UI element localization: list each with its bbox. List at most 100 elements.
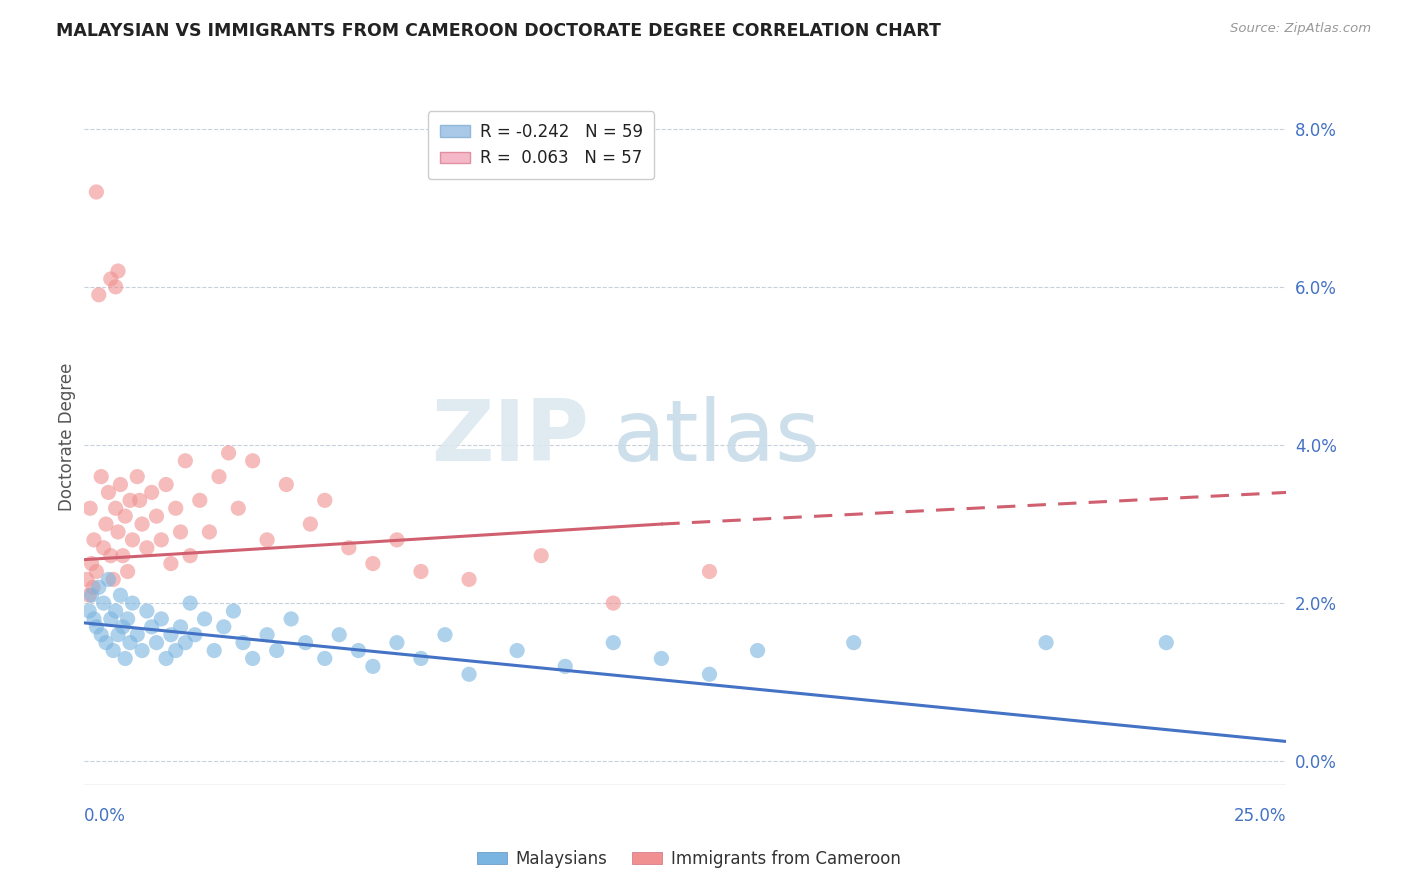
- Point: [299, 516, 322, 531]
- Point: [103, 573, 125, 587]
- Point: [114, 651, 136, 665]
- Point: [111, 620, 134, 634]
- Point: [458, 573, 481, 587]
- Point: [77, 604, 100, 618]
- Point: [145, 635, 167, 649]
- Point: [100, 549, 122, 563]
- Point: [194, 612, 217, 626]
- Point: [530, 549, 553, 563]
- Text: 25.0%: 25.0%: [1234, 807, 1286, 825]
- Point: [385, 635, 408, 649]
- Point: [83, 533, 105, 547]
- Point: [118, 635, 141, 649]
- Point: [76, 573, 98, 587]
- Point: [328, 628, 350, 642]
- Point: [107, 264, 129, 278]
- Point: [131, 516, 153, 531]
- Point: [179, 549, 201, 563]
- Point: [385, 533, 408, 547]
- Point: [127, 628, 149, 642]
- Legend: R = -0.242   N = 59, R =  0.063   N = 57: R = -0.242 N = 59, R = 0.063 N = 57: [427, 112, 654, 179]
- Point: [150, 612, 173, 626]
- Point: [337, 541, 360, 555]
- Point: [131, 643, 153, 657]
- Point: [280, 612, 302, 626]
- Point: [150, 533, 173, 547]
- Point: [97, 485, 120, 500]
- Point: [77, 588, 100, 602]
- Point: [222, 604, 245, 618]
- Point: [198, 524, 221, 539]
- Point: [111, 549, 134, 563]
- Point: [602, 596, 624, 610]
- Point: [212, 620, 235, 634]
- Point: [165, 501, 187, 516]
- Text: MALAYSIAN VS IMMIGRANTS FROM CAMEROON DOCTORATE DEGREE CORRELATION CHART: MALAYSIAN VS IMMIGRANTS FROM CAMEROON DO…: [56, 22, 941, 40]
- Point: [506, 643, 529, 657]
- Point: [127, 469, 149, 483]
- Point: [100, 272, 122, 286]
- Point: [218, 446, 240, 460]
- Point: [117, 565, 139, 579]
- Point: [141, 485, 163, 500]
- Point: [107, 628, 129, 642]
- Point: [276, 477, 298, 491]
- Point: [97, 573, 120, 587]
- Point: [80, 588, 103, 602]
- Point: [90, 628, 112, 642]
- Point: [155, 651, 177, 665]
- Point: [169, 620, 191, 634]
- Point: [256, 628, 278, 642]
- Point: [118, 493, 141, 508]
- Text: atlas: atlas: [613, 395, 821, 479]
- Point: [242, 454, 264, 468]
- Point: [141, 620, 163, 634]
- Point: [202, 643, 225, 657]
- Point: [83, 612, 105, 626]
- Point: [80, 557, 103, 571]
- Point: [409, 651, 432, 665]
- Point: [104, 501, 127, 516]
- Point: [104, 604, 127, 618]
- Point: [110, 588, 132, 602]
- Point: [1156, 635, 1178, 649]
- Y-axis label: Doctorate Degree: Doctorate Degree: [58, 363, 76, 511]
- Point: [86, 185, 108, 199]
- Point: [121, 596, 143, 610]
- Point: [699, 667, 721, 681]
- Point: [188, 493, 211, 508]
- Point: [232, 635, 254, 649]
- Point: [842, 635, 865, 649]
- Point: [747, 643, 769, 657]
- Point: [87, 580, 110, 594]
- Point: [93, 596, 115, 610]
- Point: [361, 659, 384, 673]
- Point: [242, 651, 264, 665]
- Point: [103, 643, 125, 657]
- Point: [184, 628, 207, 642]
- Point: [314, 493, 336, 508]
- Point: [114, 509, 136, 524]
- Point: [117, 612, 139, 626]
- Point: [135, 604, 157, 618]
- Point: [361, 557, 384, 571]
- Point: [155, 477, 177, 491]
- Point: [174, 635, 197, 649]
- Point: [602, 635, 624, 649]
- Point: [1035, 635, 1057, 649]
- Point: [145, 509, 167, 524]
- Point: [409, 565, 432, 579]
- Point: [93, 541, 115, 555]
- Point: [94, 635, 117, 649]
- Point: [110, 477, 132, 491]
- Point: [160, 628, 183, 642]
- Point: [165, 643, 187, 657]
- Legend: Malaysians, Immigrants from Cameroon: Malaysians, Immigrants from Cameroon: [471, 844, 907, 875]
- Point: [650, 651, 672, 665]
- Point: [208, 469, 231, 483]
- Point: [699, 565, 721, 579]
- Point: [104, 280, 127, 294]
- Point: [121, 533, 143, 547]
- Text: 0.0%: 0.0%: [84, 807, 127, 825]
- Point: [100, 612, 122, 626]
